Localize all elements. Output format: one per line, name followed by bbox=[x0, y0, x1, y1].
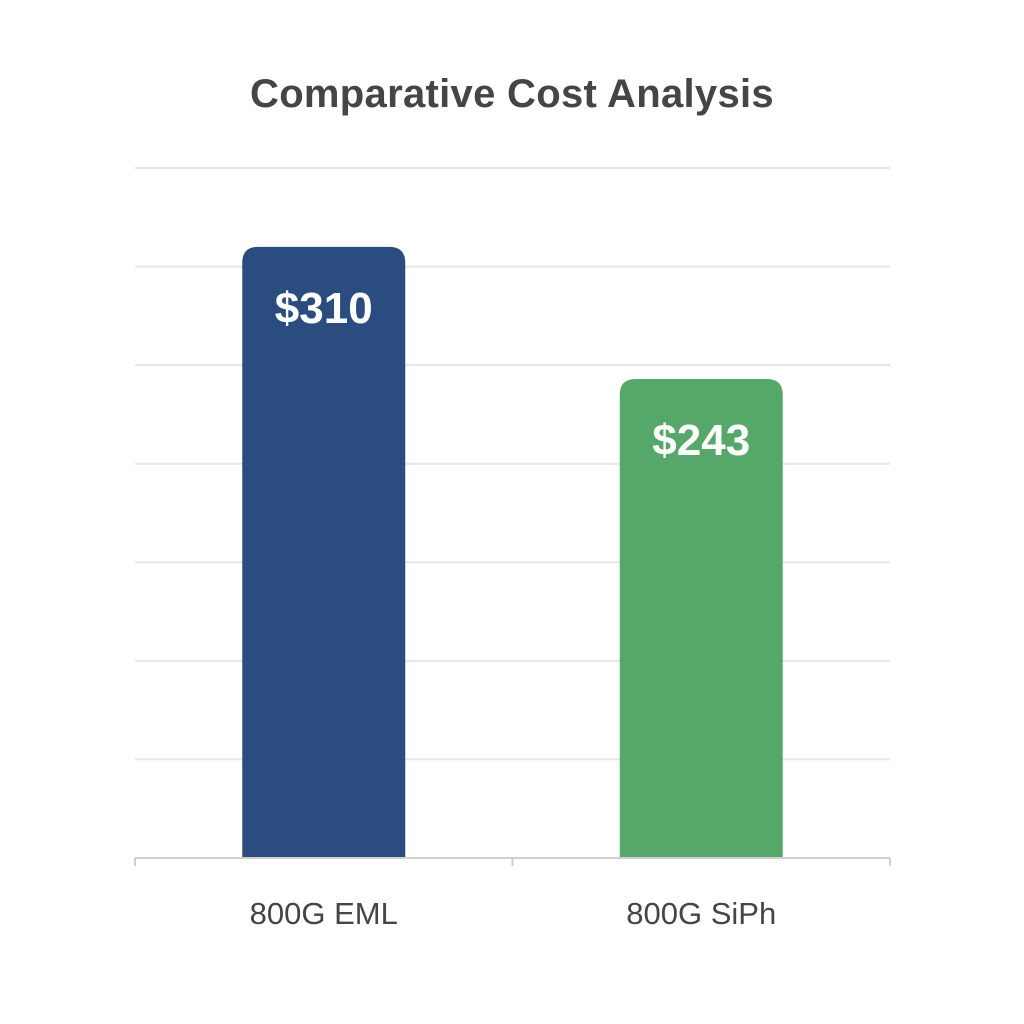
bar-1 bbox=[242, 246, 406, 858]
chart-title: Comparative Cost Analysis bbox=[250, 72, 774, 116]
bars: $310 $243 bbox=[242, 246, 783, 858]
category-label-2: 800G SiPh bbox=[626, 896, 776, 931]
x-axis: 800G EML 800G SiPh bbox=[134, 857, 891, 931]
bar-2 bbox=[619, 378, 783, 858]
bar-value-label-1: $310 bbox=[275, 284, 373, 333]
category-label-1: 800G EML bbox=[250, 896, 398, 931]
bar-value-label-2: $243 bbox=[652, 416, 750, 465]
